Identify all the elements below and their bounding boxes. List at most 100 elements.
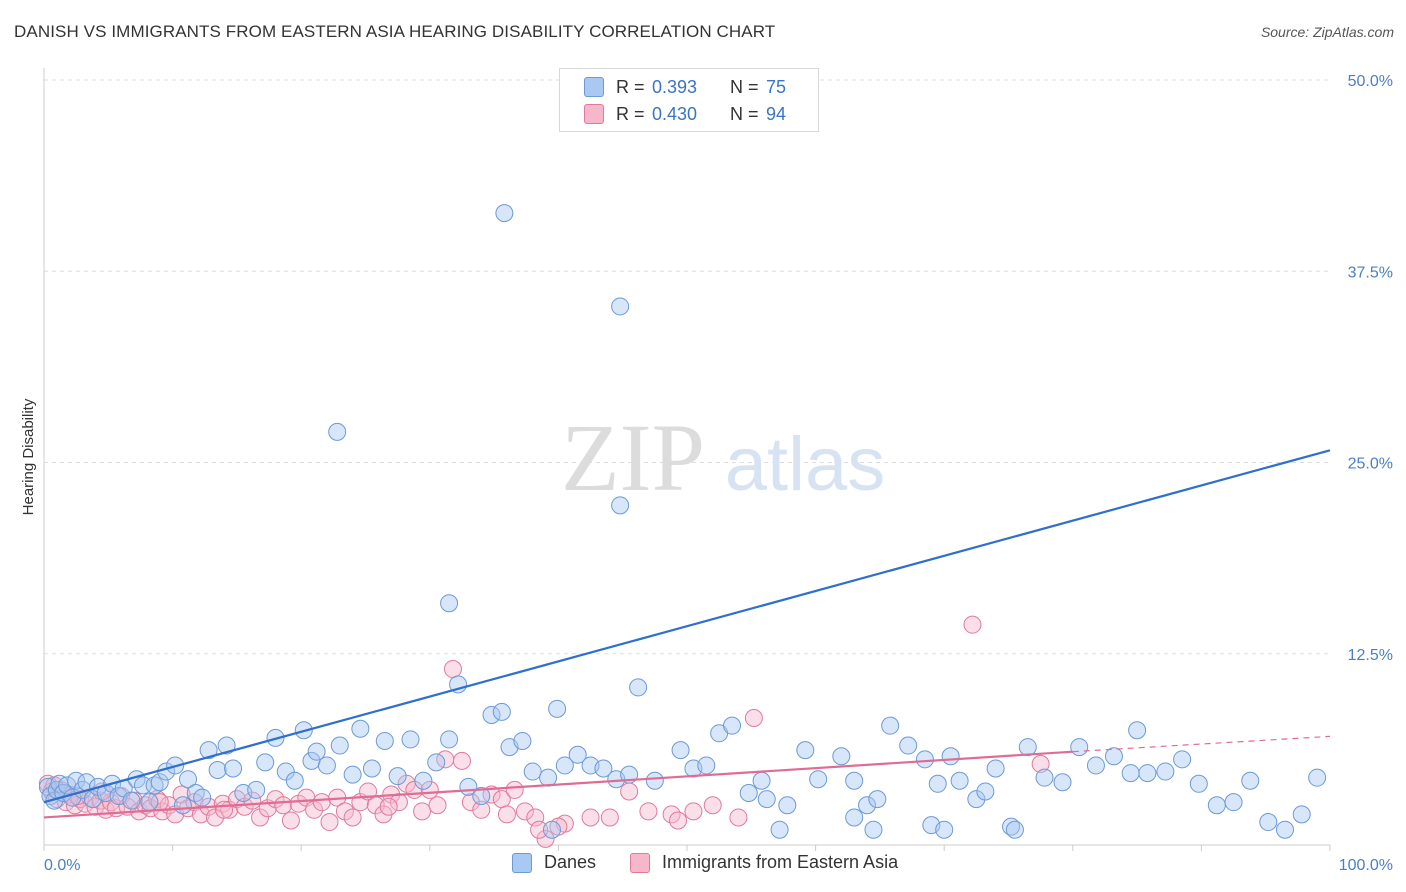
danes-point-83 [845,771,864,790]
immigrants-point-77 [668,811,687,830]
y-axis-label: Hearing Disability [20,398,37,515]
immigrants-point-83 [1031,754,1050,773]
danes-point-82 [832,747,851,766]
danes-point-102 [1121,764,1140,783]
immigrants-point-75 [639,802,658,821]
immigrants-point-82 [963,615,982,634]
danes-point-66 [594,759,613,778]
danes-point-25 [173,796,192,815]
danes-point-64 [568,745,587,764]
danes-point-60 [523,762,542,781]
danes-point-43 [330,736,349,755]
danes-point-96 [1018,738,1037,757]
immigrants-point-68 [515,802,534,821]
immigrants-point-48 [343,808,362,827]
danes-point-121 [845,808,864,827]
series-immigrants-points [38,615,1050,848]
danes-point-104 [1156,762,1175,781]
immigrants-point-73 [600,808,619,827]
danes-point-50 [414,771,433,790]
danes-point-89 [928,774,947,793]
legend-r-value: 0.393 [652,76,698,97]
danes-point-78 [757,790,776,809]
danes-point-116 [328,422,347,441]
immigrants-point-80 [729,808,748,827]
immigrants-point-44 [312,793,331,812]
immigrants-point-70 [536,829,555,848]
immigrants-point-92 [530,820,549,839]
danes-point-29 [199,741,218,760]
danes-point-90 [941,747,960,766]
bottom-swatch-immigrants [630,852,650,873]
danes-point-59 [513,731,532,750]
bottom-legend-danes: Danes [512,852,596,873]
danes-point-113 [1308,768,1327,787]
danes-point-41 [307,742,326,761]
immigrants-point-45 [320,813,339,832]
danes-point-62 [548,699,567,718]
axes [43,68,1331,851]
immigrants-point-86 [215,800,234,819]
danes-point-119 [770,820,789,839]
immigrants-point-57 [413,802,432,821]
immigrants-point-72 [581,808,600,827]
immigrants-point-85 [379,797,398,816]
series-danes-points [38,93,1327,839]
danes-point-88 [915,750,934,769]
tick-labels: 12.5% 25.0% 37.5% 50.0% 0.0% 100.0% [44,73,1393,874]
danes-point-52 [440,730,459,749]
danes-point-109 [1241,771,1260,790]
legend-r-label: R = [616,76,645,97]
danes-point-80 [796,741,815,760]
danes-point-93 [976,782,995,801]
danes-point-22 [150,773,169,792]
danes-point-112 [1292,805,1311,824]
danes-point-120 [864,820,883,839]
danes-point-97 [1035,768,1054,787]
bottom-legend-label: Immigrants from Eastern Asia [662,852,899,872]
danes-point-79 [778,796,797,815]
immigrants-point-61 [443,660,462,679]
danes-point-101 [1104,747,1123,766]
danes-point-51 [427,753,446,772]
danes-point-26 [179,770,198,789]
trend-lines [43,449,1331,819]
danes-point-55 [472,787,491,806]
danes-trend-line [43,449,1331,804]
danes-point-35 [256,753,275,772]
danes-point-37 [276,762,295,781]
immigrants-point-67 [505,780,524,799]
danes-point-126 [1005,820,1024,839]
danes-point-92 [967,790,986,809]
immigrants-point-62 [452,751,471,770]
danes-point-71 [671,741,690,760]
danes-point-106 [1189,774,1208,793]
danes-point-31 [217,736,236,755]
danes-point-86 [881,716,900,735]
legend-n-value: 75 [766,76,787,97]
chart-title: DANISH VS IMMIGRANTS FROM EASTERN ASIA H… [14,22,776,41]
danes-point-20 [140,793,159,812]
immigrants-point-30 [206,808,225,827]
danes-point-69 [629,678,648,697]
danes-point-56 [482,705,501,724]
danes-point-75 [723,716,742,735]
danes-point-21 [145,776,164,795]
danes-point-61 [539,768,558,787]
watermark-zip: ZIP [561,404,705,511]
watermark-atlas: atlas [725,422,886,507]
bottom-legend-immigrants: Immigrants from Eastern Asia [630,852,898,873]
immigrants-point-79 [703,796,722,815]
danes-point-76 [739,783,758,802]
danes-point-48 [388,767,407,786]
danes-point-105 [1173,750,1192,769]
danes-point-70 [645,771,664,790]
danes-point-117 [611,496,630,515]
grid-lines [44,79,1330,655]
legend-n-label: N = [730,103,759,124]
danes-point-57 [492,702,511,721]
immigrants-point-43 [305,800,324,819]
y-tick-label-2: 37.5% [1348,264,1393,281]
danes-point-118 [440,594,459,613]
